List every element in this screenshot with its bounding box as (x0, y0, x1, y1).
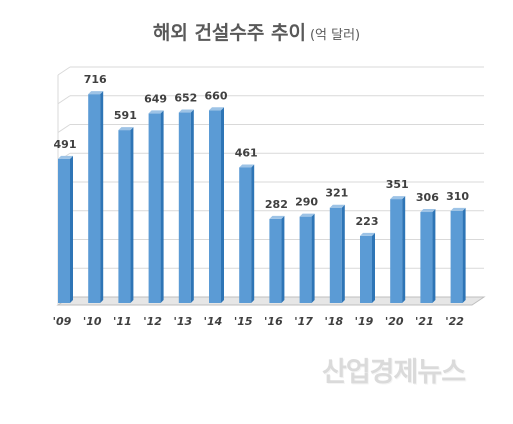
x-tick-label: '12 (143, 315, 162, 328)
x-tick-label: '19 (355, 315, 374, 328)
bar-top (390, 196, 406, 200)
gridline-side (57, 66, 71, 76)
x-tick-label: '11 (113, 315, 132, 328)
bar-top (58, 155, 73, 159)
x-tick-label: '13 (173, 315, 192, 328)
bar (420, 212, 433, 303)
x-tick-label: '15 (234, 315, 253, 328)
chart-title-text: 해외 건설수주 추이 (152, 22, 306, 44)
chart-title: 해외 건설수주 추이 (억 달러) (0, 18, 513, 45)
x-tick-label: '22 (445, 315, 464, 328)
data-label: 310 (446, 190, 469, 203)
bar-side (100, 91, 104, 304)
bar-side (251, 164, 255, 303)
watermark-logo: 산업경제뉴스 (322, 357, 466, 388)
bar (390, 199, 403, 303)
data-label: 591 (114, 109, 137, 122)
bar-top (178, 109, 194, 113)
bar (58, 158, 70, 303)
x-tick-label: '14 (204, 315, 223, 328)
gridline-side (57, 124, 71, 133)
x-tick-label: '17 (294, 315, 313, 328)
bar-top (329, 204, 345, 208)
bar-side (130, 127, 134, 304)
gridline-side (57, 95, 71, 105)
x-tick-label: '10 (83, 315, 102, 328)
bar (299, 216, 312, 303)
bar (269, 218, 282, 303)
bar-side (70, 155, 73, 303)
data-label: 223 (356, 215, 379, 228)
bar (450, 210, 463, 303)
data-label: 491 (54, 138, 77, 151)
bar-top (88, 91, 104, 95)
bar-side (462, 207, 466, 303)
data-label: 461 (235, 146, 258, 159)
data-label: 306 (416, 191, 439, 204)
data-label: 660 (205, 89, 228, 102)
data-label: 290 (295, 196, 318, 209)
bar-top (118, 127, 134, 131)
x-tick-label: '16 (264, 315, 283, 328)
bar-top (148, 110, 164, 114)
x-tick-label: '20 (385, 315, 404, 328)
bar-top (450, 207, 466, 211)
bar-top (420, 209, 436, 213)
data-label: 716 (84, 73, 107, 86)
x-tick-labels: '09 '10 '11 '12 '13 '14 '15 '16 '17 '18 '19 '20 '21 '… (53, 315, 465, 328)
data-label: 282 (265, 198, 288, 211)
bar-side (190, 109, 194, 303)
bar (329, 207, 342, 303)
bar-side (160, 110, 164, 303)
bar-side (311, 213, 315, 303)
data-label: 321 (325, 187, 348, 200)
bar-top (269, 215, 285, 219)
bar (209, 110, 221, 303)
data-label: 652 (174, 92, 197, 105)
bar-side (372, 232, 375, 303)
bar (360, 235, 372, 303)
x-tick-label: '09 (53, 315, 72, 328)
bar-series (58, 91, 466, 304)
data-label: 351 (386, 178, 409, 191)
bar (178, 112, 191, 303)
bar-side (221, 107, 224, 303)
x-tick-label: '21 (415, 315, 434, 328)
bar-top (360, 232, 375, 236)
bar-side (432, 209, 436, 303)
bar-top (209, 107, 224, 111)
bar (118, 130, 131, 303)
bar-top (239, 164, 255, 168)
bar-side (402, 196, 406, 303)
chart-unit: (억 달러) (309, 28, 361, 43)
bar-side (281, 215, 285, 303)
bar (148, 113, 161, 303)
bar (239, 167, 252, 303)
bar-top (299, 213, 315, 217)
bar-side (341, 204, 345, 303)
bar (88, 94, 101, 304)
data-label: 649 (144, 92, 167, 105)
data-labels: 491 716 591 649 652 660 461 282 290 321 223 351 306 3… (54, 73, 470, 228)
x-tick-label: '18 (324, 315, 343, 328)
